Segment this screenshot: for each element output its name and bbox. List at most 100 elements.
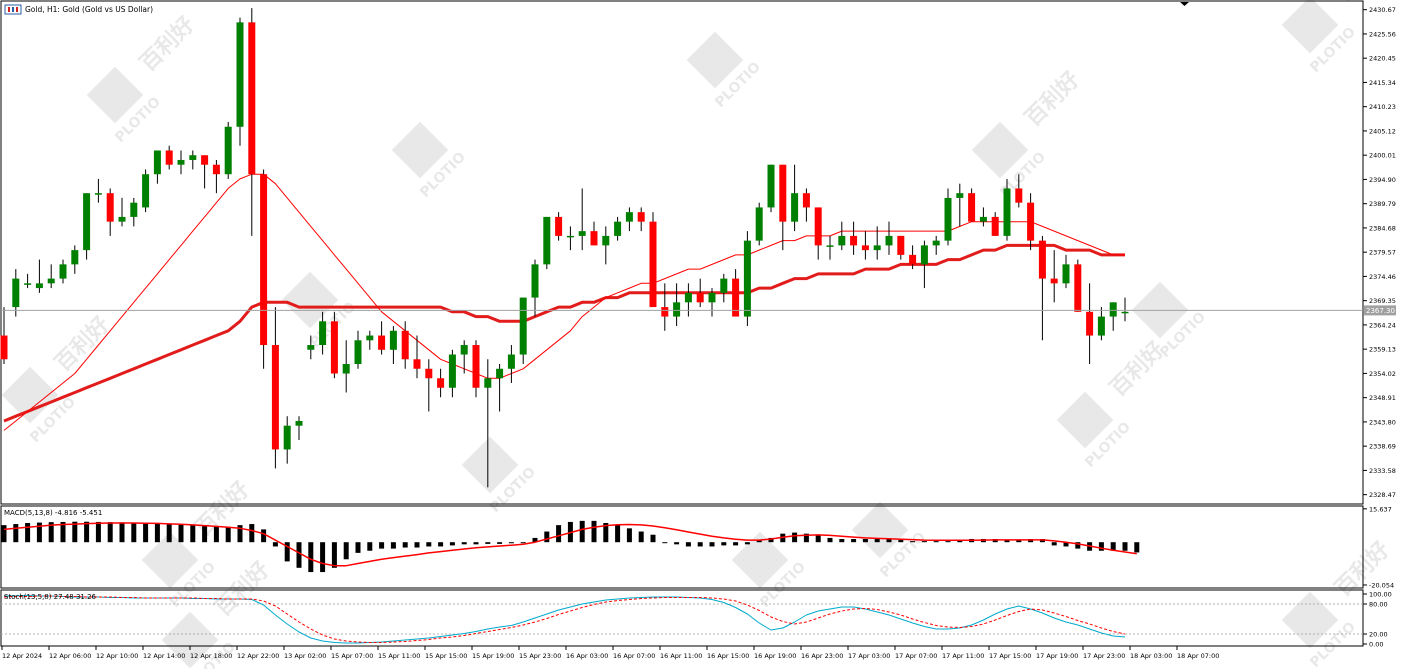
macd-bar — [674, 542, 680, 545]
macd-bar — [697, 542, 703, 547]
bull-candle-body — [979, 216, 987, 222]
macd-bar — [72, 521, 78, 543]
stoch-tick-label: 20.00 — [1369, 631, 1388, 639]
bull-candle-body — [47, 278, 55, 284]
bear-candle-body — [861, 245, 869, 251]
macd-bar — [827, 537, 833, 543]
macd-bar — [556, 525, 562, 543]
macd-bar — [579, 520, 585, 543]
macd-bar — [107, 522, 113, 543]
time-tick-label: 12 Apr 2024 — [2, 652, 42, 660]
bull-candle-body — [389, 330, 397, 350]
chart-shift-marker[interactable] — [1180, 2, 1189, 6]
time-tick-label: 18 Apr 03:00 — [1130, 652, 1172, 660]
time-tick-label: 16 Apr 11:00 — [660, 652, 702, 660]
stoch-tick-label: 80.00 — [1369, 601, 1388, 609]
macd-tick-label: 15.637 — [1369, 505, 1392, 513]
macd-bar — [862, 539, 868, 543]
bull-candle-body — [1062, 264, 1070, 284]
bull-candle-body — [94, 193, 102, 195]
candlestick-series — [0, 8, 1129, 488]
macd-bar — [685, 542, 691, 547]
macd-bar — [343, 542, 349, 560]
price-tick-label: 2333.58 — [1369, 467, 1396, 475]
macd-bar — [733, 542, 739, 546]
price-tick-label: 2364.24 — [1369, 321, 1396, 329]
macd-bar — [154, 523, 160, 543]
bear-candle-body — [814, 207, 822, 246]
time-tick-label: 17 Apr 03:00 — [848, 652, 890, 660]
macd-tick-label: -20.054 — [1369, 581, 1394, 589]
macd-bar — [249, 524, 255, 543]
bull-candle-body — [153, 150, 161, 175]
bull-candle-body — [602, 235, 610, 246]
bear-candle-body — [472, 345, 480, 388]
macd-bar — [95, 521, 101, 543]
bear-candle-body — [271, 345, 279, 450]
price-tick-label: 2430.67 — [1369, 6, 1396, 14]
bear-candle-body — [555, 216, 563, 236]
bull-candle-body — [35, 283, 43, 289]
price-tick-label: 2410.23 — [1369, 103, 1396, 111]
price-tick-label: 2425.56 — [1369, 30, 1396, 38]
bull-candle-body — [944, 197, 952, 241]
moving-average-slow — [3, 243, 1125, 423]
bull-candle-body — [826, 245, 834, 247]
macd-signal-path — [3, 522, 1137, 567]
bear-candle-body — [1038, 240, 1046, 279]
macd-bar — [1098, 542, 1104, 551]
bull-candle-body — [708, 292, 716, 303]
price-tick-label: 2354.02 — [1369, 370, 1396, 378]
macd-bar — [1122, 542, 1128, 551]
macd-bar — [379, 542, 385, 549]
bull-candle-body — [12, 278, 20, 308]
bull-candle-body — [307, 345, 315, 350]
macd-bar — [744, 542, 750, 545]
time-tick-label: 16 Apr 23:00 — [801, 652, 843, 660]
bull-candle-body — [224, 126, 232, 175]
macd-bar — [603, 523, 609, 543]
macd-bar — [1075, 542, 1081, 549]
bull-candle-body — [189, 155, 197, 160]
time-tick-label: 17 Apr 19:00 — [1036, 652, 1078, 660]
macd-bar — [815, 534, 821, 543]
macd-bar — [60, 521, 66, 543]
price-tick-label: 2359.13 — [1369, 346, 1396, 354]
bull-candle-body — [519, 297, 527, 355]
macd-bar — [591, 520, 597, 543]
macd-bar — [497, 542, 503, 544]
time-tick-label: 15 Apr 23:00 — [519, 652, 561, 660]
moving-average-fast — [3, 173, 1125, 431]
bear-candle-body — [732, 278, 740, 317]
bear-candle-body — [1050, 278, 1058, 284]
bull-candle-body — [720, 278, 728, 293]
macd-bar — [261, 529, 267, 543]
macd-bar — [721, 542, 727, 546]
macd-bar — [544, 531, 550, 543]
stochastic-lines — [3, 595, 1126, 644]
bull-candle-body — [932, 240, 940, 246]
macd-bar — [886, 539, 892, 543]
bear-candle-body — [968, 193, 976, 222]
macd-bar — [36, 522, 42, 543]
bull-candle-body — [531, 264, 539, 298]
macd-label: MACD(5,13,8) -4.816 -5.451 — [4, 509, 102, 517]
bull-candle-body — [1097, 316, 1105, 336]
macd-bar — [615, 525, 621, 543]
macd-signal-line — [3, 522, 1137, 567]
macd-bar — [202, 525, 208, 543]
macd-bar — [284, 542, 290, 562]
bull-candle-body — [460, 345, 468, 355]
price-tick-label: 2394.90 — [1369, 176, 1396, 184]
current-price-badge — [1364, 305, 1396, 316]
time-tick-label: 13 Apr 02:00 — [284, 652, 326, 660]
bull-candle-body — [130, 202, 138, 217]
macd-bar — [225, 526, 231, 543]
time-tick-label: 17 Apr 15:00 — [989, 652, 1031, 660]
macd-bar — [1134, 542, 1140, 553]
bull-candle-body — [673, 302, 681, 317]
time-tick-label: 17 Apr 23:00 — [1083, 652, 1125, 660]
bear-candle-body — [802, 193, 810, 208]
macd-bar — [320, 542, 326, 573]
